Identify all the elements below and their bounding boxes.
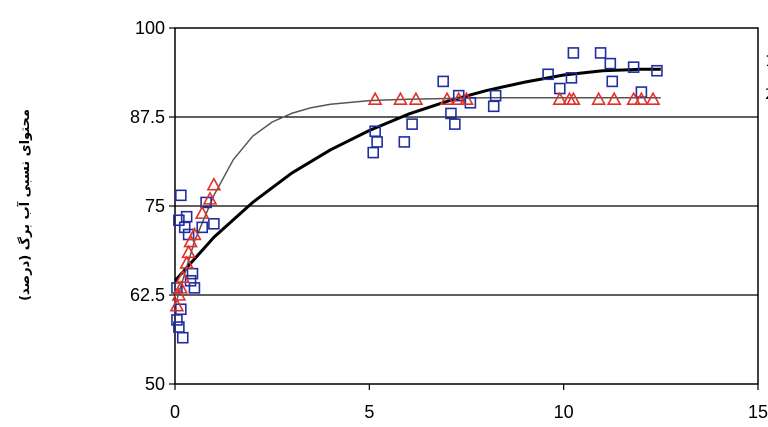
data-point-square: [196, 221, 209, 234]
data-point-square: [398, 136, 411, 148]
data-point-triangle: [634, 91, 649, 105]
data-point-square: [175, 303, 187, 316]
legend-label: معادله 1: [765, 52, 768, 70]
data-point-square: [188, 282, 201, 294]
data-point-triangle: [408, 91, 424, 105]
legend-label: معادله 2: [765, 85, 768, 103]
y-tick-label: 50: [145, 374, 165, 394]
data-point-square: [175, 189, 187, 202]
data-point-square: [567, 47, 580, 59]
data-point-square: [604, 57, 617, 70]
data-point-triangle: [459, 91, 474, 105]
data-point-square: [180, 210, 193, 223]
y-tick-label: 75: [145, 196, 165, 216]
x-tick-label: 15: [748, 402, 768, 422]
data-point-square: [452, 89, 465, 102]
data-point-square: [176, 331, 189, 344]
data-point-triangle: [552, 91, 568, 105]
y-tick-label: 87.5: [130, 107, 165, 127]
y-tick-label: 62.5: [130, 285, 165, 305]
data-point-square: [464, 96, 477, 109]
data-point-triangle: [606, 91, 622, 105]
data-point-square: [208, 218, 220, 230]
data-point-triangle: [206, 176, 222, 191]
data-point-triangle: [645, 91, 661, 105]
y-tick-label: 100: [135, 18, 165, 38]
data-point-square: [594, 47, 607, 59]
data-point-triangle: [173, 280, 189, 294]
data-point-square: [406, 118, 418, 130]
data-point-triangle: [171, 287, 187, 301]
x-tick-label: 10: [554, 402, 574, 422]
data-point-square: [489, 89, 502, 102]
y-axis-label: محتوای نسبی آب برگ (درصد): [16, 109, 33, 301]
data-point-triangle: [451, 91, 467, 105]
x-tick-label: 0: [170, 402, 180, 422]
data-point-triangle: [439, 91, 455, 105]
data-point-triangle: [169, 298, 185, 312]
data-point-triangle: [367, 91, 383, 105]
data-point-square: [565, 72, 578, 84]
data-point-square: [651, 64, 663, 77]
data-point-triangle: [187, 226, 202, 241]
data-point-square: [437, 75, 449, 88]
data-point-triangle: [194, 205, 210, 219]
data-point-triangle: [393, 91, 408, 105]
data-point-triangle: [591, 91, 606, 105]
data-point-triangle: [181, 244, 196, 259]
data-point-square: [627, 61, 640, 73]
data-point-triangle: [183, 233, 198, 248]
data-point-triangle: [202, 191, 218, 205]
data-point-triangle: [566, 91, 581, 105]
data-point-square: [449, 118, 461, 130]
data-point-triangle: [175, 269, 191, 283]
data-point-triangle: [626, 91, 641, 105]
data-point-square: [606, 75, 619, 88]
data-point-square: [200, 196, 212, 209]
data-point-square: [542, 68, 554, 81]
fitted-curve: [173, 67, 661, 282]
data-point-triangle: [179, 255, 195, 269]
data-point-square: [173, 214, 185, 227]
data-point-square: [371, 136, 383, 148]
x-tick-label: 5: [364, 402, 374, 422]
data-point-square: [635, 86, 648, 98]
data-point-square: [184, 274, 197, 287]
